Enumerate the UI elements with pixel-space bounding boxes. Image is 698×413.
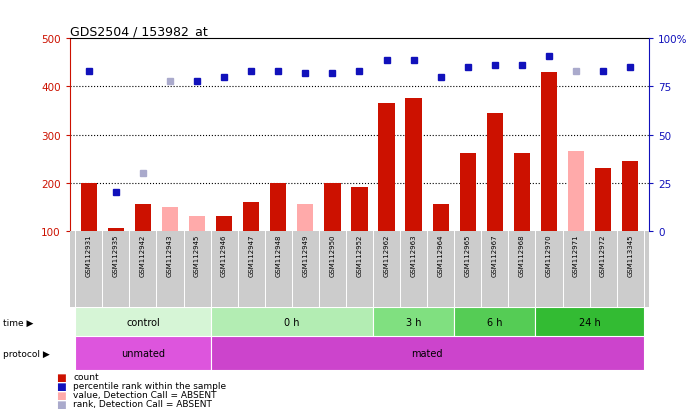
Text: GSM112964: GSM112964 <box>438 234 444 276</box>
Text: GSM112945: GSM112945 <box>194 234 200 276</box>
Bar <box>433 205 449 279</box>
Bar <box>135 205 151 279</box>
Bar <box>351 187 368 279</box>
Bar <box>454 308 535 337</box>
Text: GDS2504 / 153982_at: GDS2504 / 153982_at <box>70 25 207 38</box>
Text: count: count <box>73 372 99 381</box>
Bar <box>75 337 211 370</box>
Text: GSM112947: GSM112947 <box>248 234 254 276</box>
Bar <box>514 154 530 279</box>
Text: GSM112935: GSM112935 <box>113 234 119 276</box>
Text: value, Detection Call = ABSENT: value, Detection Call = ABSENT <box>73 390 217 399</box>
Text: 6 h: 6 h <box>487 317 503 327</box>
Text: GSM112931: GSM112931 <box>86 234 91 276</box>
Text: GSM112952: GSM112952 <box>357 234 362 276</box>
Bar <box>541 73 557 279</box>
Bar <box>216 217 232 279</box>
Bar <box>81 183 97 279</box>
Text: 3 h: 3 h <box>406 317 422 327</box>
Bar <box>460 154 476 279</box>
Text: GSM112942: GSM112942 <box>140 234 146 276</box>
Bar <box>211 337 644 370</box>
Text: GSM112949: GSM112949 <box>302 234 309 276</box>
Text: mated: mated <box>411 348 443 358</box>
Text: GSM112970: GSM112970 <box>546 234 552 276</box>
Bar <box>162 207 178 279</box>
Text: time ▶: time ▶ <box>3 318 34 328</box>
Text: GSM112972: GSM112972 <box>600 234 606 276</box>
Bar <box>535 308 644 337</box>
Text: ■: ■ <box>56 399 66 409</box>
Bar <box>622 161 638 279</box>
Text: GSM112948: GSM112948 <box>275 234 281 276</box>
Bar <box>270 183 286 279</box>
Text: GSM112946: GSM112946 <box>221 234 227 276</box>
Text: GSM112971: GSM112971 <box>573 234 579 276</box>
Text: unmated: unmated <box>121 348 165 358</box>
Text: GSM112963: GSM112963 <box>410 234 417 276</box>
Text: ■: ■ <box>56 381 66 391</box>
Bar <box>189 217 205 279</box>
Text: ■: ■ <box>56 372 66 382</box>
Text: control: control <box>126 317 160 327</box>
Text: GSM112962: GSM112962 <box>383 234 389 276</box>
Text: GSM112950: GSM112950 <box>329 234 336 276</box>
Bar <box>406 99 422 279</box>
Bar <box>107 229 124 279</box>
Bar <box>378 104 394 279</box>
Bar <box>595 169 611 279</box>
Text: GSM112968: GSM112968 <box>519 234 525 276</box>
Bar <box>487 114 503 279</box>
Text: GSM112967: GSM112967 <box>492 234 498 276</box>
Bar <box>568 152 584 279</box>
Text: 24 h: 24 h <box>579 317 600 327</box>
Text: protocol ▶: protocol ▶ <box>3 349 50 358</box>
Text: percentile rank within the sample: percentile rank within the sample <box>73 381 226 390</box>
Bar <box>243 202 259 279</box>
Bar <box>297 205 313 279</box>
Bar <box>75 308 211 337</box>
Text: ■: ■ <box>56 390 66 400</box>
Bar <box>325 183 341 279</box>
Text: GSM112943: GSM112943 <box>167 234 173 276</box>
Bar <box>211 308 373 337</box>
Text: GSM113345: GSM113345 <box>628 234 633 276</box>
Text: rank, Detection Call = ABSENT: rank, Detection Call = ABSENT <box>73 399 212 408</box>
Text: GSM112965: GSM112965 <box>465 234 470 276</box>
Bar <box>373 308 454 337</box>
Text: 0 h: 0 h <box>284 317 299 327</box>
